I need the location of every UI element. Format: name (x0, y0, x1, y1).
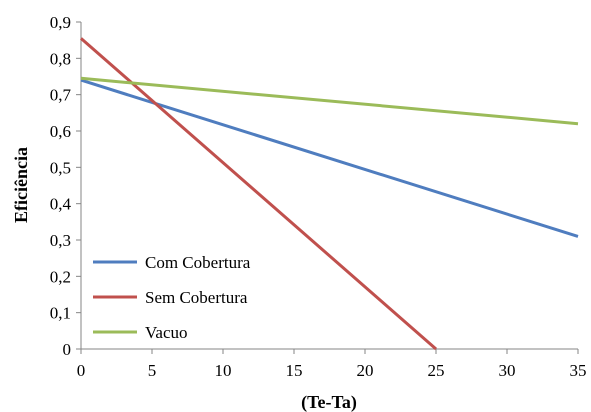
y-tick-label: 0,1 (50, 304, 71, 323)
y-axis-title: Eficiência (11, 147, 31, 223)
series-line-vacuo (80, 76, 579, 126)
y-tick-label: 0,8 (50, 49, 71, 68)
y-tick-label: 0,3 (50, 231, 71, 250)
x-tick-label: 5 (148, 361, 157, 380)
x-tick-label: 25 (428, 361, 445, 380)
x-tick-label: 15 (286, 361, 303, 380)
y-tick-label: 0,6 (50, 122, 71, 141)
series-line-sem-cobertura (80, 37, 437, 351)
legend-label: Com Cobertura (145, 253, 251, 272)
x-tick-label: 35 (570, 361, 587, 380)
x-ticks: 0 5 10 15 20 25 30 35 (77, 349, 587, 380)
x-axis-title: (Te-Ta) (301, 392, 357, 412)
y-tick-label: 0,7 (50, 86, 72, 105)
x-tick-label: 10 (215, 361, 232, 380)
y-ticks: 0 0,1 0,2 0,3 0,4 0,5 0,6 0,7 0,8 0,9 (50, 13, 81, 359)
y-tick-label: 0,4 (50, 195, 72, 214)
series-lines (80, 37, 579, 351)
series-line-com-cobertura (80, 78, 579, 238)
plot-area: 0 0,1 0,2 0,3 0,4 0,5 0,6 0,7 0,8 0,9 0 5 10 15 20 25 3… (50, 13, 587, 380)
y-tick-label: 0,2 (50, 267, 71, 286)
y-tick-label: 0 (63, 340, 72, 359)
x-tick-label: 30 (499, 361, 516, 380)
x-tick-label: 20 (357, 361, 374, 380)
y-tick-label: 0,5 (50, 158, 71, 177)
y-tick-label: 0,9 (50, 13, 71, 32)
legend-label: Sem Cobertura (145, 288, 248, 307)
x-tick-label: 0 (77, 361, 86, 380)
legend: Com Cobertura Sem Cobertura Vacuo (93, 253, 251, 342)
legend-label: Vacuo (145, 323, 187, 342)
